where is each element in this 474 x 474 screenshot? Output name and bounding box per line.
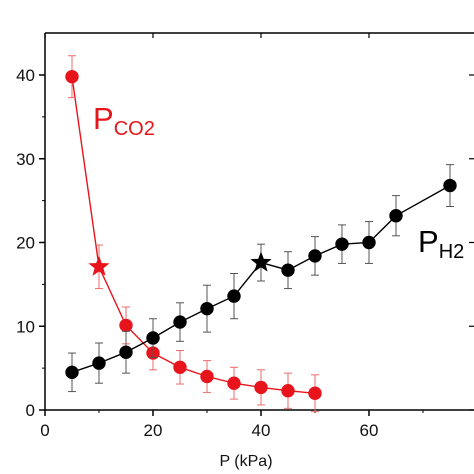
series-label-subscript: CO2: [114, 118, 155, 140]
data-point: [65, 365, 79, 380]
data-point: [362, 235, 376, 250]
series-pco2: [65, 55, 322, 413]
y-tick-label: 20: [16, 234, 35, 253]
y-tick-label: 0: [26, 401, 35, 420]
x-tick-label: 40: [252, 421, 271, 440]
data-point: [173, 360, 187, 374]
data-point: [173, 315, 187, 329]
series-line: [71, 76, 316, 394]
series-label-pco2: PCO2: [93, 101, 155, 140]
series-ph2: [65, 164, 457, 393]
star-marker: [88, 255, 110, 276]
data-point: [119, 345, 133, 359]
series-label-main: P: [93, 101, 114, 136]
y-tick-label: 30: [16, 150, 35, 169]
x-axis-title: P (kPa): [219, 453, 272, 470]
data-point: [308, 249, 322, 263]
data-point: [389, 209, 403, 223]
data-point: [92, 356, 106, 370]
data-point: [308, 386, 322, 400]
data-point: [119, 318, 133, 333]
y-tick-label: 10: [16, 317, 35, 336]
x-axis-ticks: 0 20 40 60: [40, 33, 424, 440]
data-point: [200, 369, 214, 384]
data-point: [335, 237, 349, 251]
data-point: [146, 331, 160, 345]
data-point: [200, 301, 214, 316]
data-point: [254, 380, 268, 395]
x-tick-label: 60: [360, 421, 379, 440]
series-layer: [65, 55, 457, 413]
series-label-main: P: [418, 224, 439, 259]
data-point: [227, 376, 241, 390]
x-tick-label: 20: [144, 421, 163, 440]
data-point: [281, 263, 295, 277]
series-label-ph2: PH2: [418, 224, 464, 263]
series-label-subscript: H2: [439, 241, 465, 263]
data-point: [65, 69, 79, 84]
x-tick-label: 0: [40, 421, 49, 440]
star-marker: [250, 251, 272, 272]
y-tick-label: 40: [16, 66, 35, 85]
data-point: [227, 289, 241, 303]
y-axis-ticks: 0 10 20 30 40: [16, 66, 474, 420]
data-point: [281, 384, 295, 398]
plot-frame: [44, 32, 474, 411]
data-point: [443, 178, 457, 193]
